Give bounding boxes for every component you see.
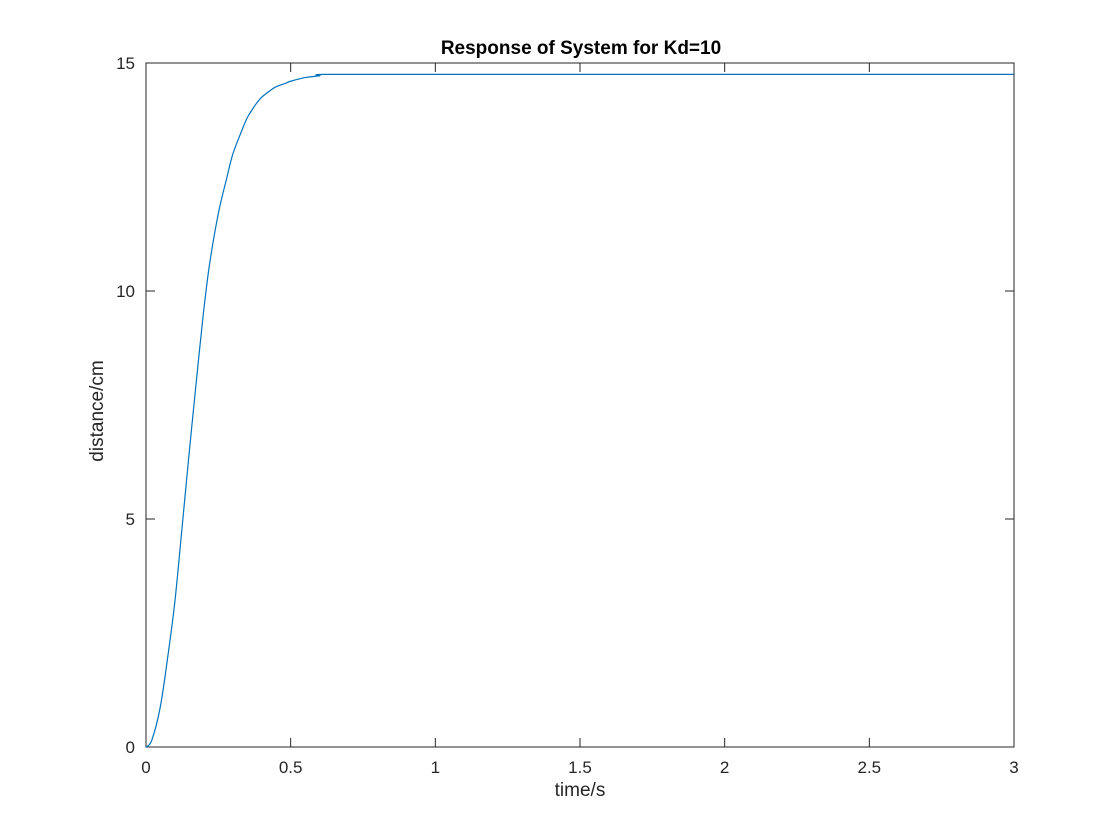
tick-labels: 0 0.5 1 1.5 2 2.5 3 0 5 10 15	[116, 54, 1019, 777]
plot-area	[145, 62, 1015, 748]
x-tick-label: 0	[141, 758, 150, 777]
y-tick-label: 5	[126, 510, 135, 529]
axis-ticks	[145, 62, 1015, 748]
x-tick-label: 0.5	[279, 758, 303, 777]
chart-title: Response of System for Kd=10	[441, 38, 721, 59]
x-tick-label: 1	[431, 758, 440, 777]
x-tick-label: 2.5	[858, 758, 882, 777]
y-tick-label: 10	[116, 282, 135, 301]
y-tick-label: 15	[116, 54, 135, 73]
y-tick-label: 0	[126, 738, 135, 757]
series-line	[145, 73, 1014, 748]
x-tick-label: 2	[720, 758, 729, 777]
x-axis-label: time/s	[555, 780, 606, 801]
x-tick-label: 3	[1009, 758, 1018, 777]
y-axis-label: distance/cm	[87, 360, 108, 461]
x-tick-label: 1.5	[568, 758, 592, 777]
